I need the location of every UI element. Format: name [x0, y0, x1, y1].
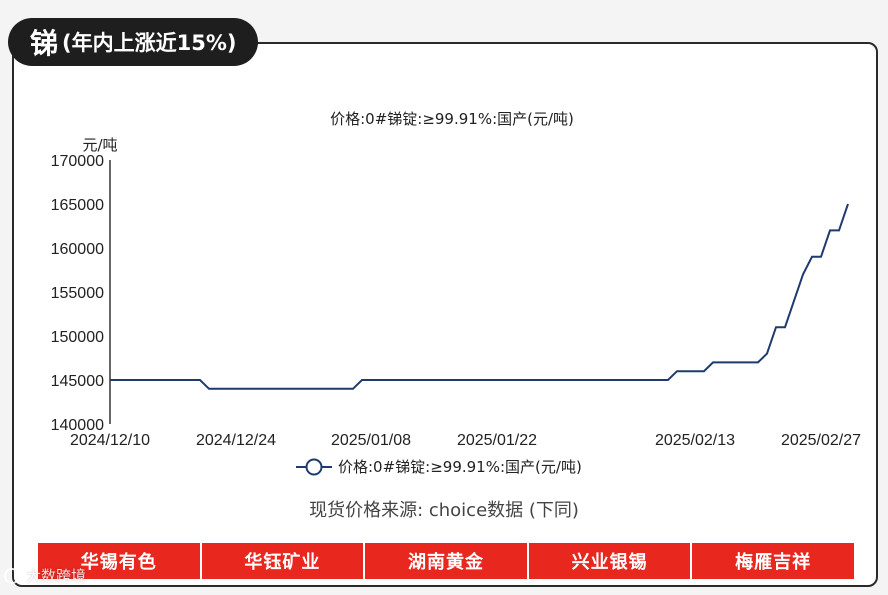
y-tick-label: 155000	[51, 285, 104, 302]
legend-label: 价格:0#锑锭:≥99.91%:国产(元/吨)	[338, 458, 582, 476]
company-tag-4[interactable]: 梅雁吉祥	[692, 543, 854, 579]
x-tick-label: 2025/01/08	[331, 432, 411, 449]
chart-title: 价格:0#锑锭:≥99.91%:国产(元/吨)	[330, 110, 574, 128]
legend: 价格:0#锑锭:≥99.91%:国产(元/吨)	[296, 458, 582, 476]
x-tick-label: 2025/01/22	[457, 432, 537, 449]
x-axis-ticks: 2024/12/10 2024/12/24 2025/01/08 2025/01/22…	[70, 432, 861, 449]
y-tick-label: 150000	[51, 329, 104, 346]
y-tick-label: 145000	[51, 373, 104, 390]
company-tag-0[interactable]: 华锡有色	[38, 543, 202, 579]
y-axis-ticks: 140000 145000 150000 155000 160000 165000 1700…	[51, 153, 104, 434]
legend-marker	[305, 458, 323, 476]
x-tick-label: 2025/02/13	[655, 432, 735, 449]
x-tick-label: 2024/12/10	[70, 432, 150, 449]
y-tick-label: 140000	[51, 417, 104, 434]
company-bar: 华锡有色 华钰矿业 湖南黄金 兴业银锡 梅雁吉祥	[38, 543, 854, 579]
company-tag-2[interactable]: 湖南黄金	[365, 543, 529, 579]
page-title: 锑	[30, 27, 59, 60]
y-axis-unit: 元/吨	[82, 136, 117, 154]
title-badge: 锑 (年内上涨近15%)	[8, 18, 259, 66]
watermark: 大数跨境	[4, 565, 86, 586]
x-tick-label: 2025/02/27	[781, 432, 861, 449]
y-tick-label: 165000	[51, 197, 104, 214]
x-tick-label: 2024/12/24	[196, 432, 276, 449]
watermark-text: 大数跨境	[26, 567, 87, 585]
y-tick-label: 170000	[51, 153, 104, 170]
source-note: 现货价格来源: choice数据 (下同)	[309, 500, 579, 521]
series-line	[110, 203, 849, 390]
watermark-logo-icon	[4, 567, 20, 584]
company-tag-3[interactable]: 兴业银锡	[528, 543, 693, 579]
page-subtitle: (年内上涨近15%)	[62, 31, 237, 55]
y-tick-label: 160000	[51, 241, 104, 258]
company-tag-1[interactable]: 华钰矿业	[201, 543, 366, 579]
chart-card	[12, 42, 878, 587]
